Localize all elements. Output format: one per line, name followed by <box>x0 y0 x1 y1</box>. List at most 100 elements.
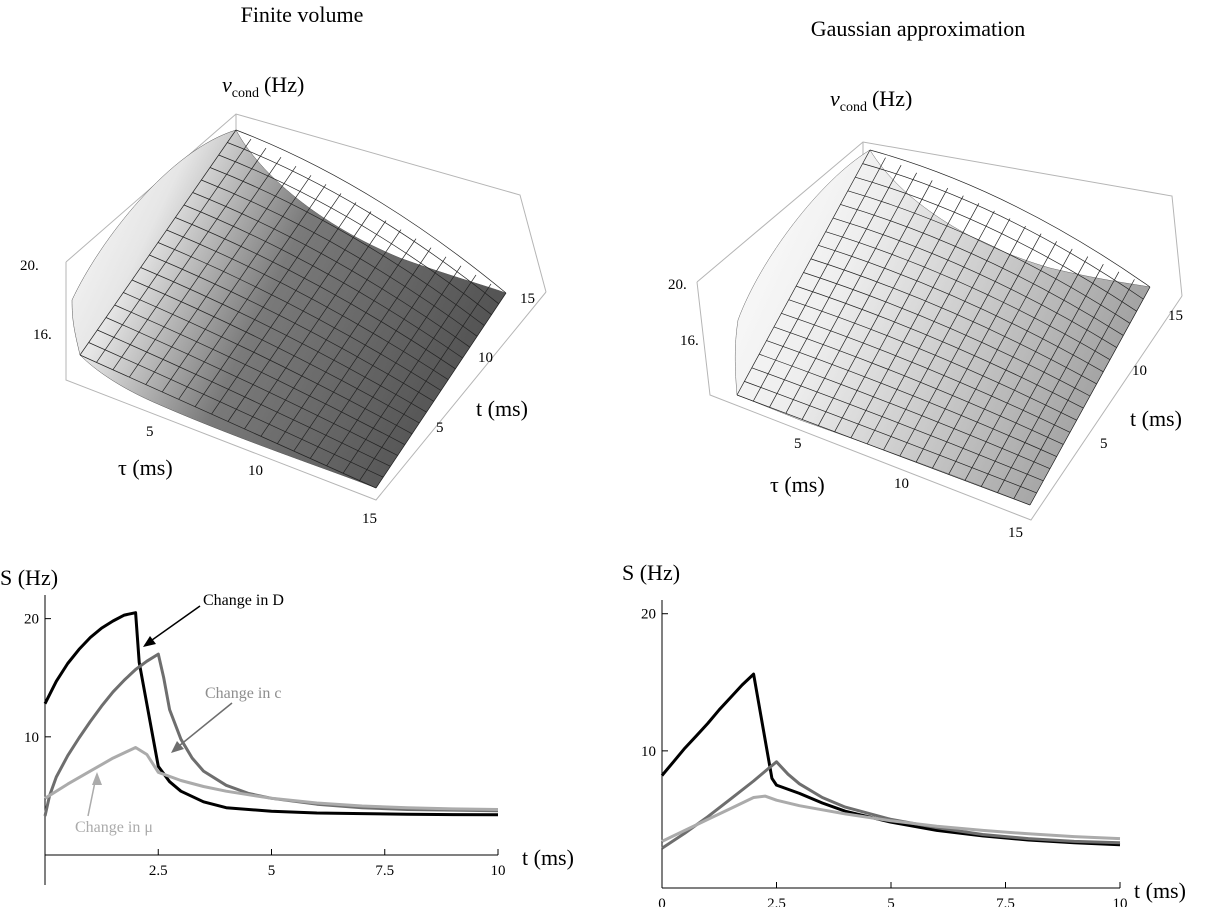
mesh-line <box>218 154 492 315</box>
mesh-line <box>97 329 391 467</box>
left-panel-title: Finite volume <box>241 2 364 27</box>
mesh-line <box>781 313 1071 433</box>
ll-x-tick-label: 7.5 <box>375 863 394 879</box>
mesh-line <box>79 354 377 489</box>
lower-right-line-chart: S (Hz) t (ms) 0 2.5 5 7.5 10 10 20 <box>622 560 1186 907</box>
mesh-line <box>862 163 1144 300</box>
mesh-line <box>211 202 357 415</box>
lr-y-tick-label: 10 <box>641 744 656 760</box>
mesh-line <box>1013 279 1135 500</box>
right-y-tick-10: 10 <box>1132 363 1147 379</box>
mesh-line <box>166 229 449 380</box>
mesh-line <box>227 211 372 422</box>
mesh-line <box>209 167 485 326</box>
right-zlabel: νcond (Hz) <box>830 86 912 115</box>
ll-x-tick-label: 5 <box>268 863 276 879</box>
left-surface-plot: νcond (Hz) 20. 16. 5 10 15 5 10 15 τ (ms)… <box>20 72 547 527</box>
mesh-line <box>140 267 427 413</box>
ll-series-line-2 <box>44 746 499 811</box>
lr-ylabel: S (Hz) <box>622 560 680 585</box>
left-zlabel: νcond (Hz) <box>222 72 304 101</box>
mesh-line <box>194 193 342 407</box>
ll-arrowhead-mu <box>92 772 102 785</box>
mesh-line <box>342 274 477 474</box>
mesh-line <box>899 225 1026 457</box>
mesh-line <box>326 265 462 467</box>
lr-x-tick-label: 2.5 <box>767 896 786 907</box>
left-x-tick-5: 5 <box>146 424 154 440</box>
mesh-line <box>751 367 1044 482</box>
mesh-line <box>359 283 492 481</box>
ll-annotation-change-in-d: Change in D <box>203 592 284 609</box>
ll-series-line-1 <box>43 652 499 817</box>
ll-arrowhead-d <box>143 636 156 647</box>
left-surface-mesh <box>79 129 507 489</box>
ll-y-tick-label: 10 <box>24 730 39 746</box>
mesh-line <box>834 195 964 432</box>
mesh-line <box>785 172 917 414</box>
mesh-line <box>277 238 417 444</box>
mesh-line <box>293 247 432 452</box>
mesh-line <box>847 190 1131 324</box>
lr-x-tick-label: 7.5 <box>996 896 1015 907</box>
right-z-tick-20: 20. <box>668 277 687 293</box>
mesh-line <box>915 233 1042 463</box>
mesh-line <box>157 242 442 391</box>
mesh-line <box>832 217 1117 348</box>
mesh-line <box>818 244 1104 373</box>
ll-arrowhead-c <box>171 741 184 753</box>
ll-y-tick-label: 20 <box>24 612 39 628</box>
ll-annotation-change-in-c: Change in c <box>205 685 281 702</box>
lr-x-tick-label: 5 <box>887 896 895 907</box>
lr-series-line-0 <box>660 672 1121 847</box>
mesh-line <box>796 285 1084 409</box>
ll-annotation-change-in-mu: Change in μ <box>75 819 153 836</box>
mesh-line <box>773 326 1064 445</box>
mesh-line <box>948 248 1073 475</box>
mesh-line <box>123 292 413 435</box>
right-x-tick-10: 10 <box>894 476 909 492</box>
right-y-tick-15: 15 <box>1168 308 1183 324</box>
lr-x-tick-label: 0 <box>658 896 666 907</box>
mesh-line <box>114 304 406 445</box>
ll-arrow-c <box>173 702 233 751</box>
right-y-tick-5: 5 <box>1100 436 1108 452</box>
left-z-tick-20: 20. <box>20 258 39 274</box>
left-y-tick-10: 10 <box>478 350 493 366</box>
ll-x-tick-label: 10 <box>491 863 506 879</box>
lr-series-line-1 <box>661 760 1121 850</box>
mesh-line <box>309 256 447 459</box>
left-y-tick-15: 15 <box>520 291 535 307</box>
left-xlabel: τ (ms) <box>118 455 173 480</box>
lr-xlabel: t (ms) <box>1134 878 1186 903</box>
mesh-line <box>145 166 297 385</box>
mesh-line <box>801 180 933 420</box>
ll-x-tick-label: 2.5 <box>149 863 168 879</box>
mesh-line <box>183 204 463 359</box>
mesh-line <box>244 220 387 430</box>
right-xlabel: τ (ms) <box>770 472 825 497</box>
left-x-tick-15: 15 <box>362 511 377 527</box>
mesh-line <box>840 204 1124 336</box>
mesh-line <box>161 175 312 393</box>
mesh-line <box>260 229 402 437</box>
lr-x-tick-label: 10 <box>1113 896 1128 907</box>
mesh-line <box>105 317 398 456</box>
mesh-line <box>736 394 1031 506</box>
mesh-line <box>375 292 507 489</box>
mesh-line <box>175 217 456 370</box>
mesh-line <box>818 187 949 426</box>
mesh-line <box>997 271 1120 493</box>
mesh-line <box>227 142 499 305</box>
mesh-line <box>96 138 252 363</box>
right-surface-plot: νcond (Hz) 20. 16. 5 10 15 5 10 15 τ (ms)… <box>668 86 1183 541</box>
mesh-line <box>850 203 980 438</box>
mesh-line <box>803 272 1091 397</box>
left-z-tick-16: 16. <box>33 327 52 343</box>
mesh-line <box>810 258 1097 385</box>
ll-series-line-0 <box>43 611 499 817</box>
right-x-tick-15: 15 <box>1008 525 1023 541</box>
lr-series-line-2 <box>661 794 1121 843</box>
